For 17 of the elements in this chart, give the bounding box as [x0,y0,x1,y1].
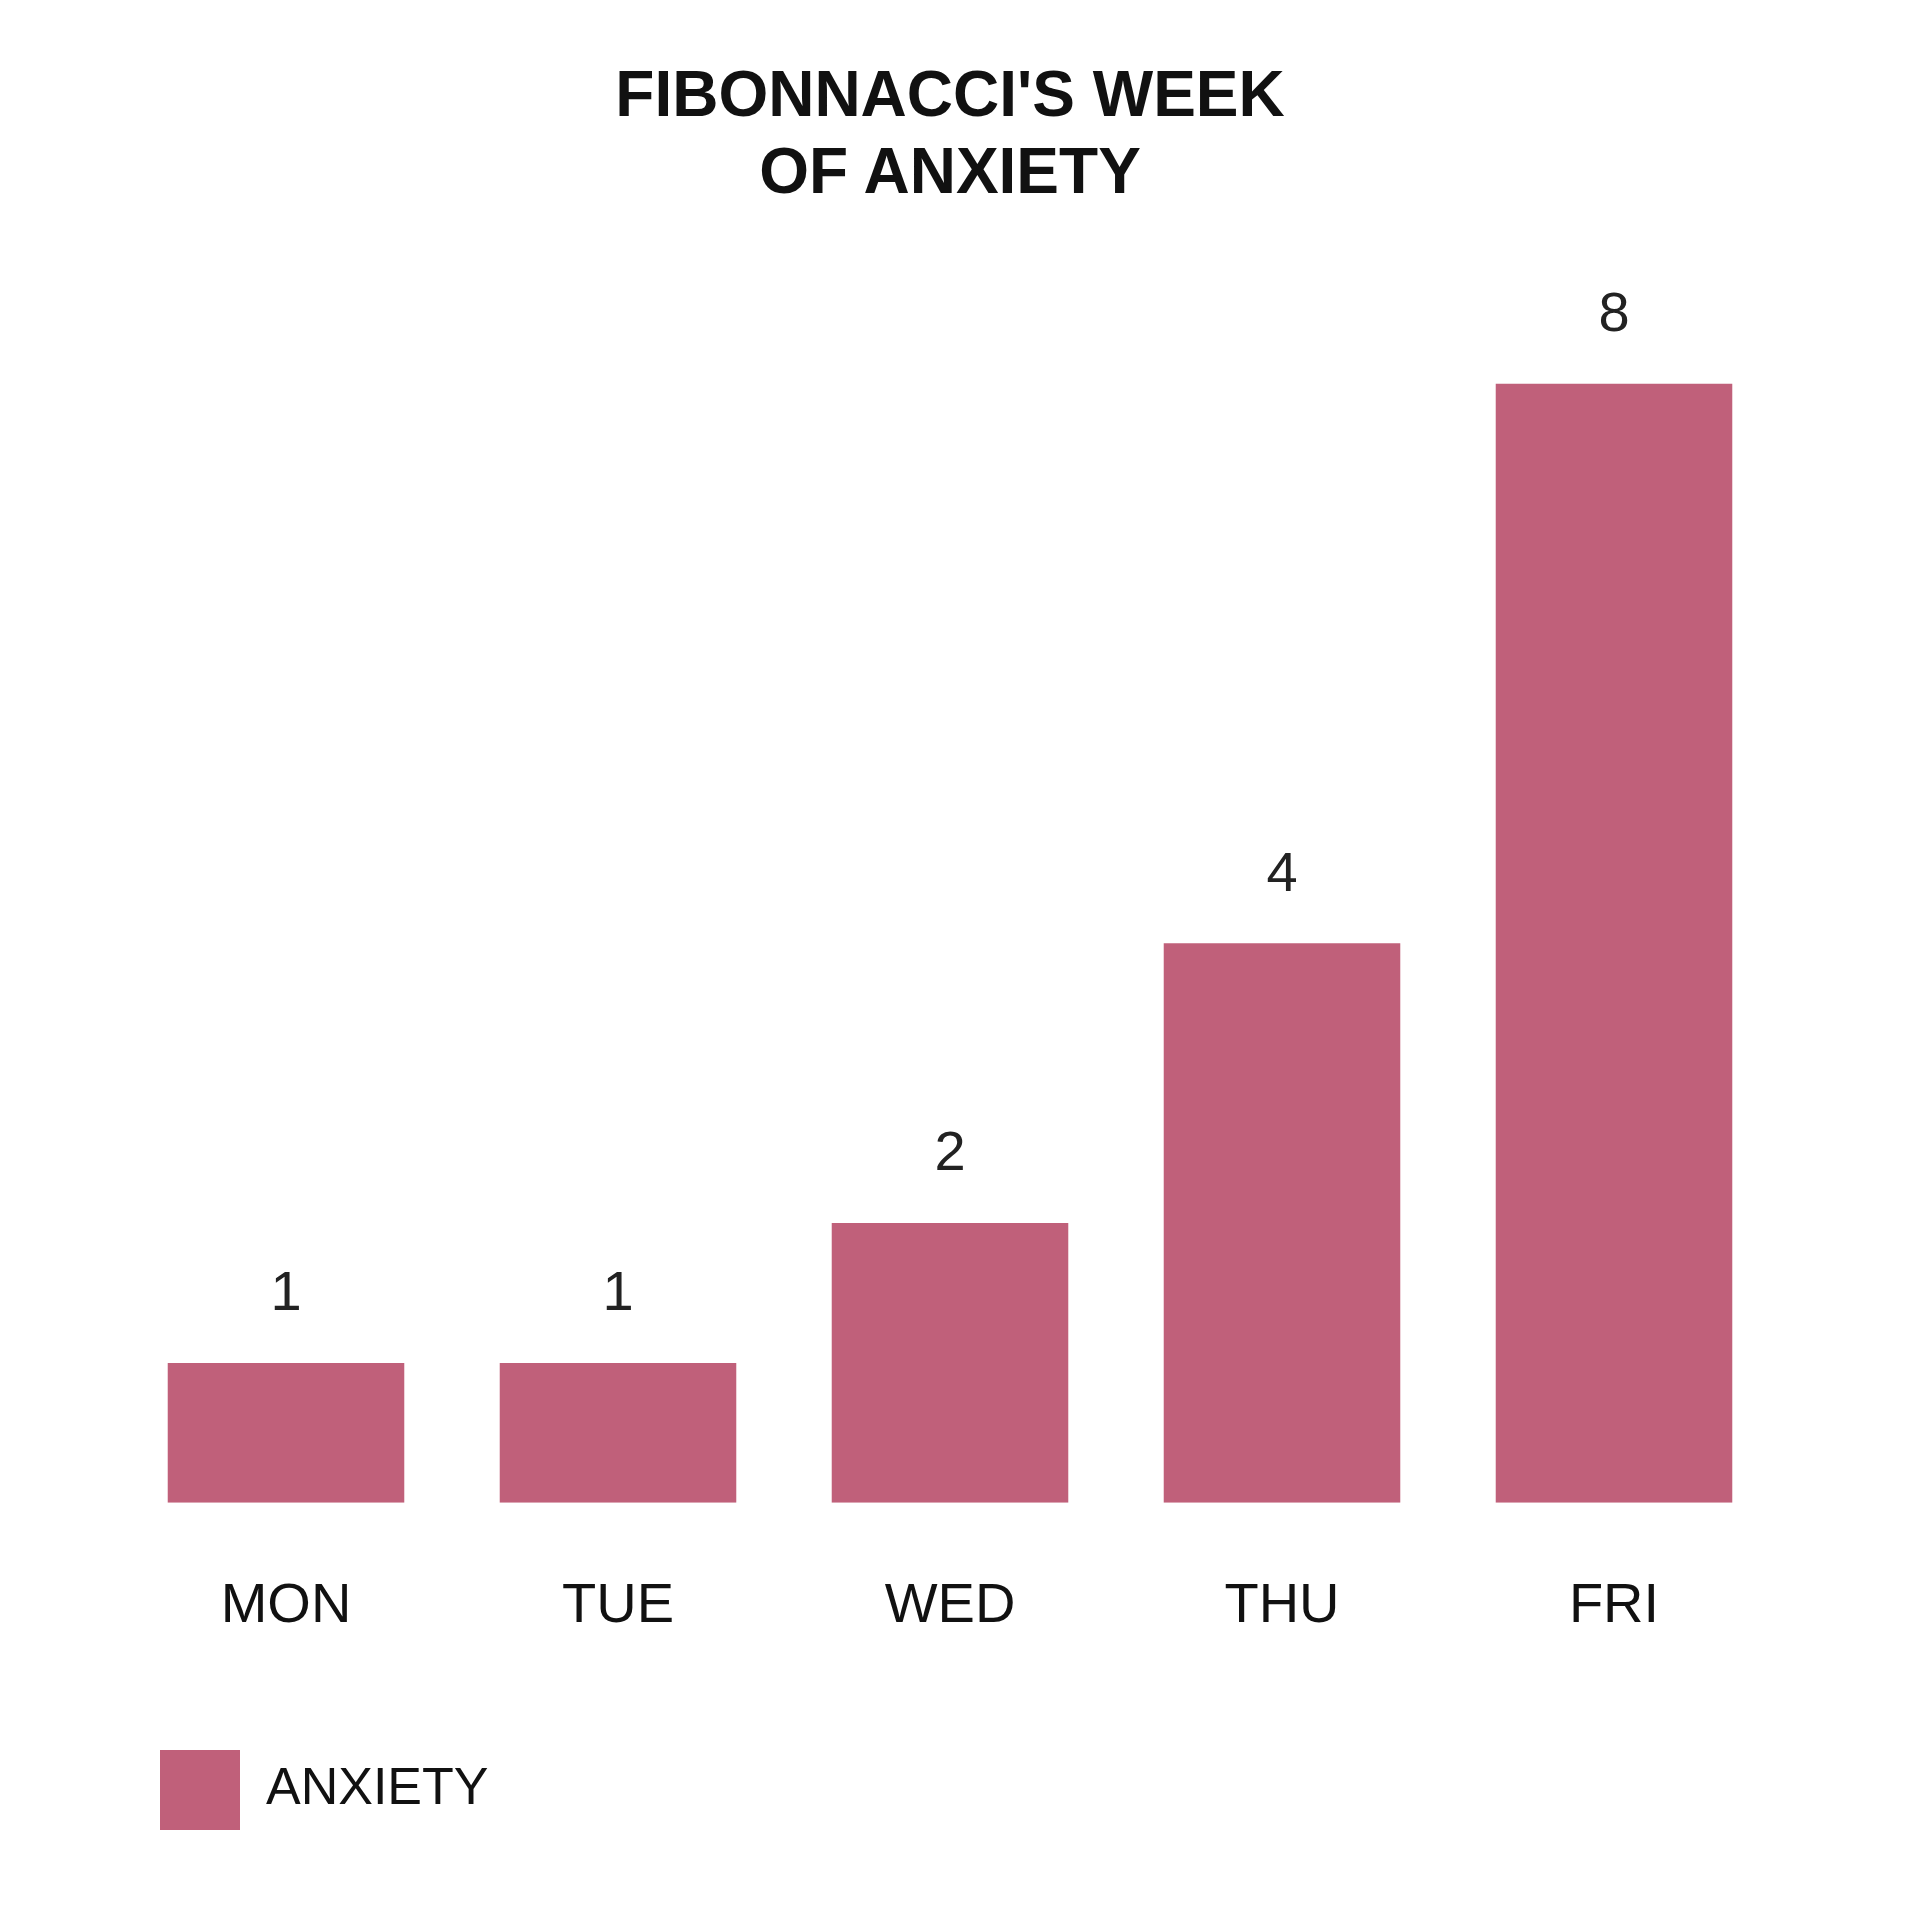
data-label: 1 [602,1259,634,1323]
data-label: 8 [1598,280,1630,344]
bar [499,1362,737,1503]
data-label: 2 [934,1119,966,1183]
bar [1495,383,1733,1503]
data-label: 4 [1266,839,1298,903]
bar [1163,943,1401,1503]
data-label: 1 [270,1259,302,1323]
legend-label: ANXIETY [266,1757,489,1816]
x-tick-label: WED [884,1570,1016,1634]
chart-title: FIBONNACCI'S WEEK OF ANXIETY [615,58,1285,207]
x-tick-label: MON [220,1570,352,1634]
bar [167,1362,405,1503]
bar [831,1223,1069,1503]
x-tick-label: FRI [1568,1570,1660,1634]
x-tick-label: THU [1224,1570,1340,1634]
x-tick-label: TUE [562,1570,674,1634]
